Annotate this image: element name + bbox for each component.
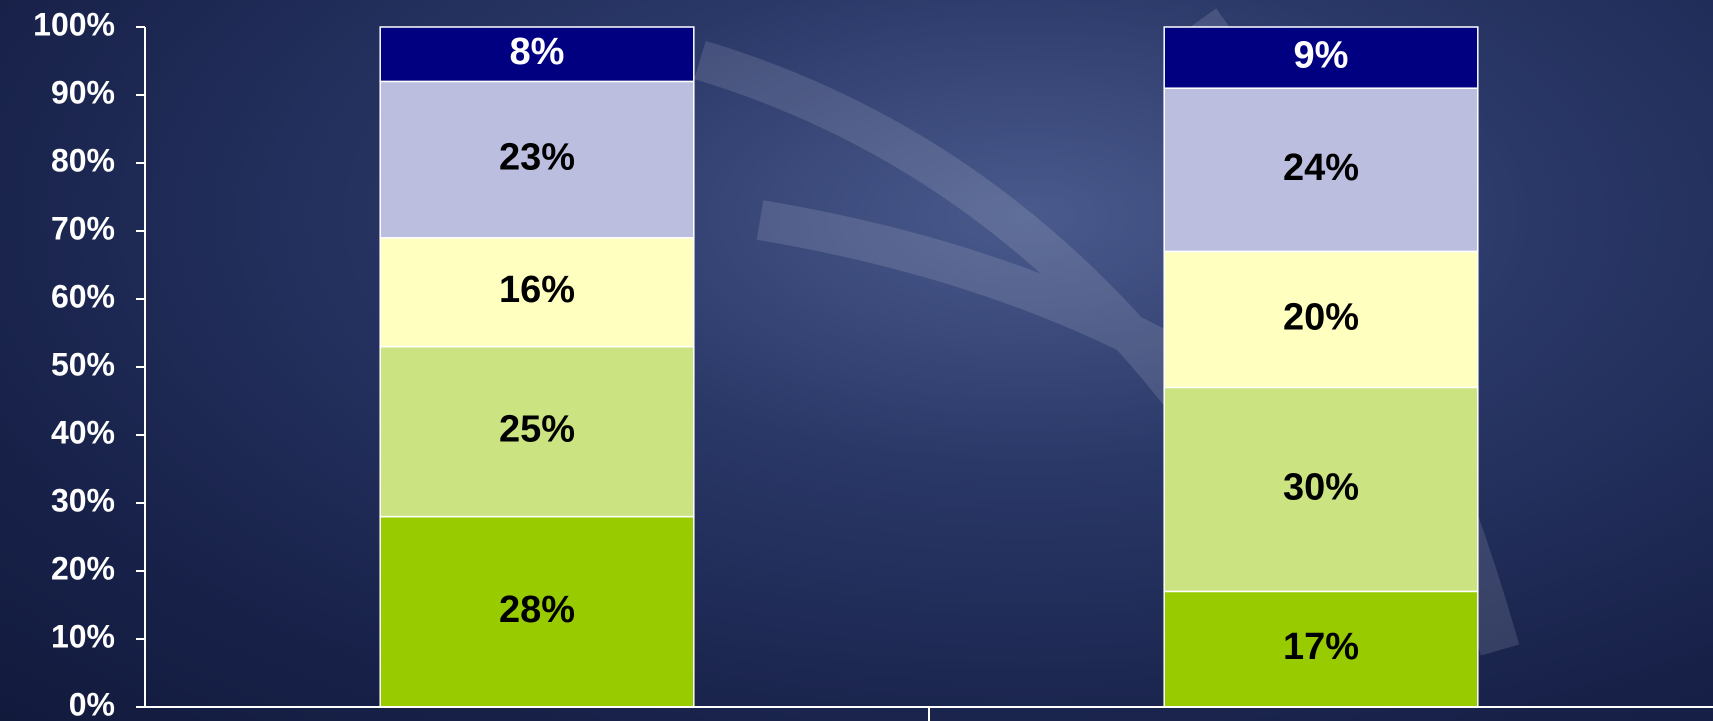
bar-segment xyxy=(379,80,695,239)
bar-segment xyxy=(1163,26,1479,89)
data-label: 20% xyxy=(1283,296,1359,338)
y-tick-label: 20% xyxy=(51,550,115,586)
bar-segment xyxy=(1163,87,1479,253)
bar-segment xyxy=(1163,250,1479,389)
y-tick-label: 50% xyxy=(51,346,115,382)
data-label: 30% xyxy=(1283,466,1359,508)
data-label: 16% xyxy=(499,269,575,311)
y-tick-label: 100% xyxy=(33,6,115,42)
y-tick-label: 30% xyxy=(51,482,115,518)
y-tick-label: 70% xyxy=(51,210,115,246)
data-label: 28% xyxy=(499,589,575,631)
bar-segment xyxy=(379,515,695,708)
data-label: 24% xyxy=(1283,147,1359,189)
y-tick-label: 90% xyxy=(51,74,115,110)
y-tick-label: 0% xyxy=(69,686,115,721)
bar-segment xyxy=(379,26,695,83)
y-tick-label: 10% xyxy=(51,618,115,654)
data-label: 25% xyxy=(499,409,575,451)
y-tick-label: 80% xyxy=(51,142,115,178)
y-tick-label: 60% xyxy=(51,278,115,314)
data-label: 17% xyxy=(1283,626,1359,668)
data-label: 23% xyxy=(499,137,575,179)
data-label: 8% xyxy=(510,31,565,73)
data-label: 9% xyxy=(1294,35,1349,77)
bar-segment xyxy=(379,237,695,348)
y-tick-label: 40% xyxy=(51,414,115,450)
bar-segment xyxy=(1163,590,1479,708)
bar-segment xyxy=(379,345,695,518)
